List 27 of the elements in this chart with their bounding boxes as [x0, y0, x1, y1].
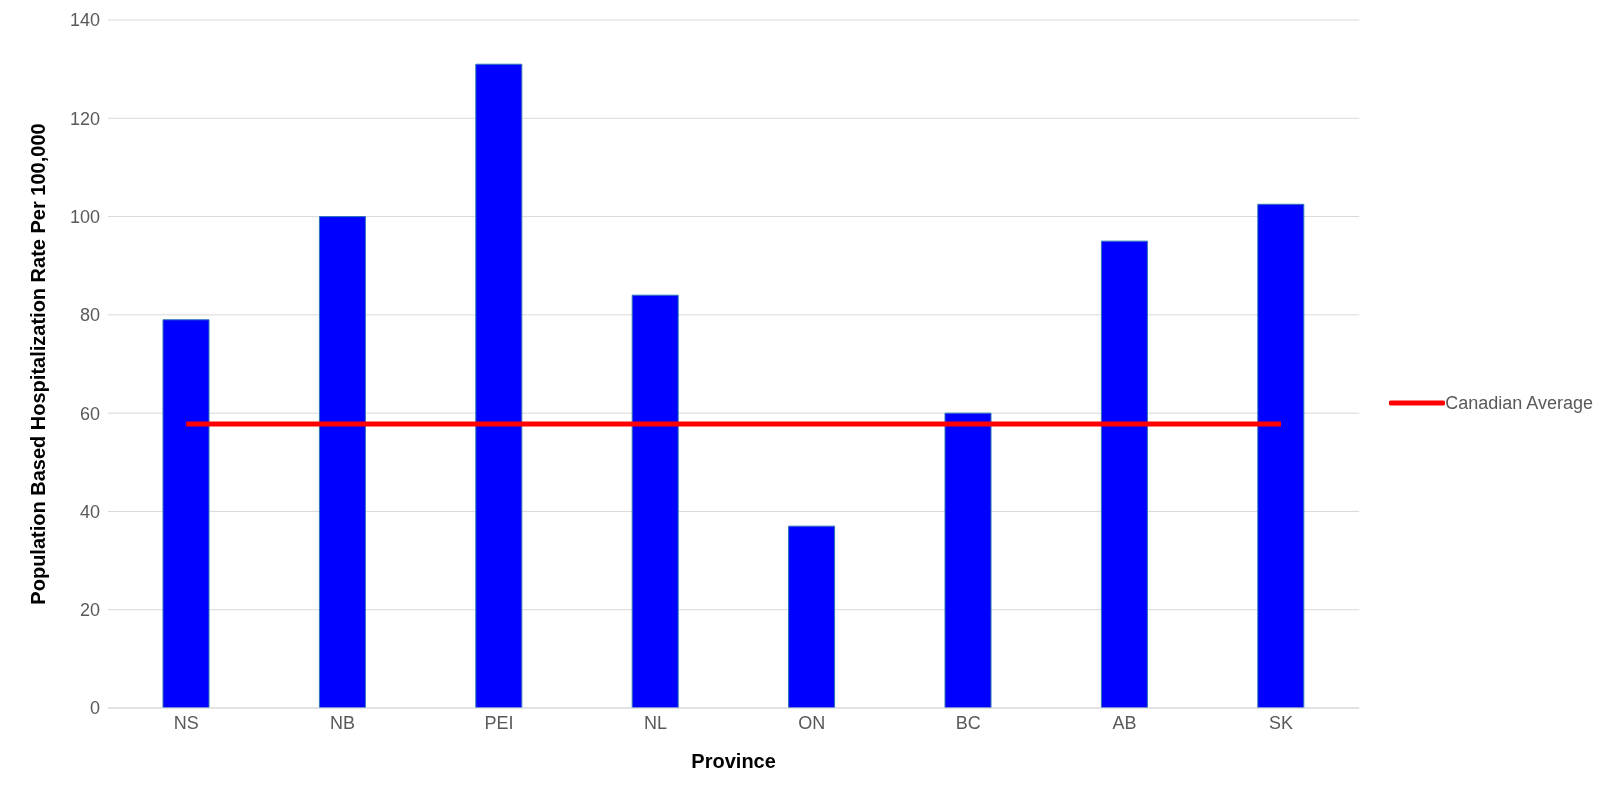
bar: [1100, 240, 1148, 708]
bar: [318, 216, 366, 708]
x-tick-label: NL: [643, 712, 667, 733]
y-tick-label: 0: [89, 698, 100, 719]
bar: [631, 294, 679, 708]
x-tick-label: BC: [955, 712, 981, 733]
y-tick-label: 20: [79, 600, 100, 621]
x-tick-label: ON: [798, 712, 826, 733]
y-tick-label: 80: [79, 305, 100, 326]
x-tick-label: NB: [330, 712, 356, 733]
bar: [1257, 203, 1305, 708]
x-tick-label: SK: [1269, 712, 1294, 733]
y-axis-title: Population Based Hospitalization Rate Per 100,000: [27, 123, 50, 605]
x-tick-label: NS: [173, 712, 199, 733]
legend-label: Canadian Average: [1445, 392, 1593, 414]
y-tick-label: 120: [69, 108, 100, 129]
bar: [162, 319, 210, 708]
x-tick-label: PEI: [484, 712, 514, 733]
bar: [475, 63, 523, 708]
x-tick-label: AB: [1112, 712, 1137, 733]
y-tick-label: 60: [79, 403, 100, 424]
x-axis-title: Province: [691, 750, 776, 772]
bar: [788, 525, 836, 708]
bar: [944, 412, 992, 708]
y-tick-label: 40: [79, 501, 100, 522]
y-tick-label: 140: [69, 10, 100, 31]
y-tick-label: 100: [69, 206, 100, 227]
